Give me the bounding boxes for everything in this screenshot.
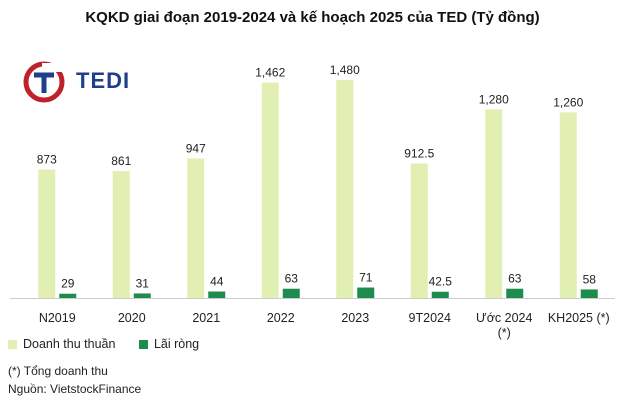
data-label-profit: 31 <box>136 276 150 290</box>
bar-profit <box>357 287 375 298</box>
legend-swatch-revenue <box>8 339 17 349</box>
data-label-revenue: 947 <box>186 141 206 155</box>
bar-profit <box>133 293 151 298</box>
data-label-revenue: 873 <box>37 152 57 166</box>
legend-item-profit: Lãi ròng <box>138 337 200 351</box>
data-label-profit: 44 <box>210 275 224 289</box>
legend-label-revenue: Doanh thu thuần <box>23 337 116 351</box>
bar-profit <box>59 293 77 298</box>
bar-profit <box>580 289 598 298</box>
bar-revenue <box>410 163 428 298</box>
bar-profit <box>506 288 524 298</box>
x-tick-label: KH2025 (*) <box>548 311 610 325</box>
logo-text: TEDI <box>76 68 131 93</box>
data-label-profit: 63 <box>285 272 299 286</box>
legend-item-revenue: Doanh thu thuần <box>8 337 115 351</box>
footnote: (*) Tổng doanh thu <box>8 364 108 378</box>
x-tick-label: (*) <box>498 326 511 340</box>
bar-revenue <box>559 112 577 298</box>
x-tick-label: N2019 <box>39 311 76 325</box>
x-tick-label: Ước 2024 <box>476 311 532 325</box>
x-tick-label: 2022 <box>267 311 295 325</box>
x-tick-label: 2021 <box>192 311 220 325</box>
legend-label-profit: Lãi ròng <box>153 337 200 351</box>
x-tick-label: 9T2024 <box>409 311 451 325</box>
chart-title: KQKD giai đoạn 2019-2024 và kế hoạch 202… <box>85 9 540 26</box>
data-label-revenue: 1,462 <box>255 66 285 80</box>
data-label-profit: 42.5 <box>429 275 453 289</box>
bar-revenue <box>38 169 56 298</box>
source-note: Nguồn: VietstockFinance <box>8 382 142 396</box>
legend: Doanh thu thuần Lãi ròng <box>8 337 219 352</box>
legend-swatch-profit <box>138 339 148 349</box>
bar-revenue <box>261 82 279 298</box>
bar-revenue <box>112 171 130 298</box>
data-label-revenue: 1,260 <box>553 95 583 109</box>
tedi-logo-icon <box>23 61 70 103</box>
x-tick-label: 2023 <box>341 311 369 325</box>
data-label-revenue: 912.5 <box>404 147 434 161</box>
bar-revenue <box>187 158 205 298</box>
bar-revenue <box>485 109 503 298</box>
data-label-revenue: 1,480 <box>330 63 360 77</box>
x-tick-label: 2020 <box>118 311 146 325</box>
data-label-profit: 63 <box>508 272 522 286</box>
bar-profit <box>282 288 300 298</box>
data-label-profit: 29 <box>61 277 75 291</box>
tedi-logo: TEDI <box>22 60 172 104</box>
bar-profit <box>208 291 226 298</box>
data-label-revenue: 861 <box>111 154 131 168</box>
data-label-profit: 58 <box>583 272 597 286</box>
data-label-revenue: 1,280 <box>479 92 509 106</box>
bar-revenue <box>336 79 354 299</box>
data-label-profit: 71 <box>359 271 373 285</box>
bar-profit <box>431 291 449 298</box>
